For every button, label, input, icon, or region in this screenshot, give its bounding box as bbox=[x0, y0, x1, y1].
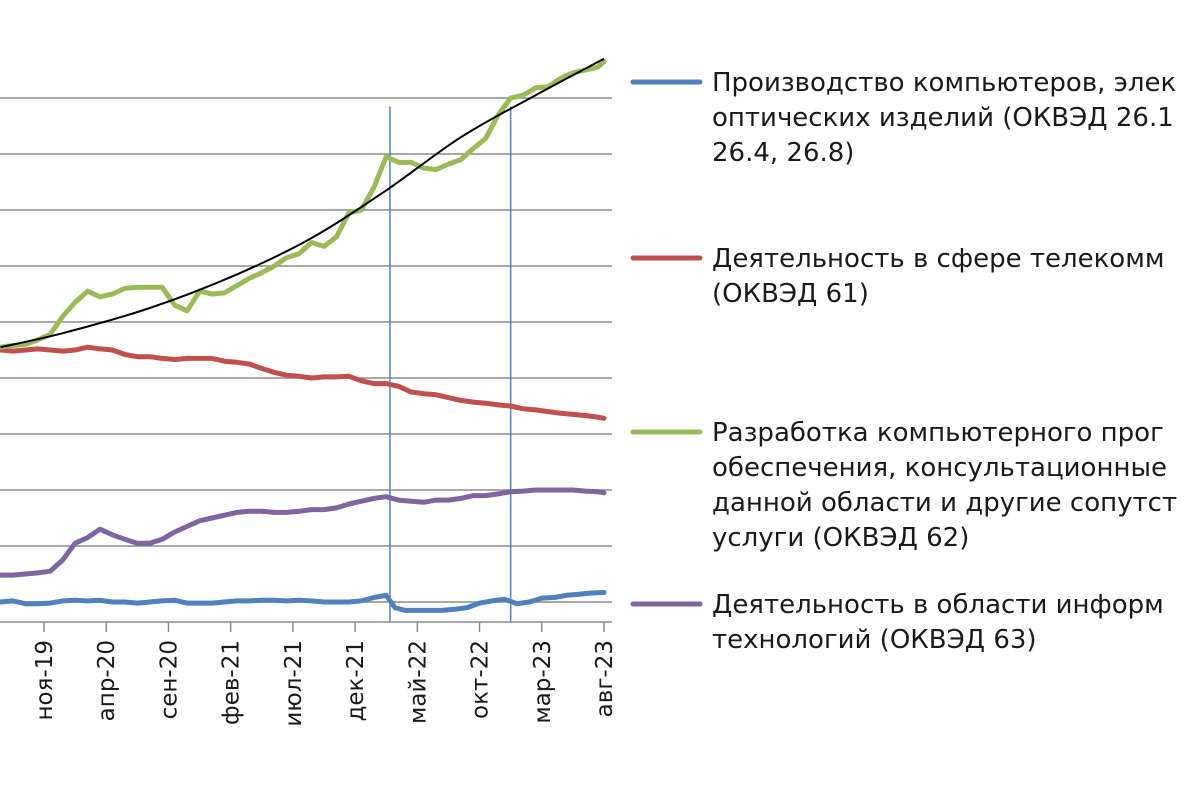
x-tick-labels: ноя-19 апр-20 сен-20 фев-21 июл-21 дек-21 май-… bbox=[32, 640, 618, 727]
x-tick-label: сен-20 bbox=[156, 640, 182, 719]
legend-label-3-line-4: услуги (ОКВЭД 62) bbox=[712, 523, 969, 553]
legend: Производство компьютеров, элек оптических… bbox=[630, 68, 1177, 655]
series-line-2 bbox=[0, 344, 607, 421]
x-tick-label: ноя-19 bbox=[32, 640, 58, 721]
series-line-4 bbox=[0, 487, 607, 578]
legend-label-2-line-2: (ОКВЭД 61) bbox=[712, 279, 869, 309]
legend-label-3-line-1: Разработка компьютерного прог bbox=[712, 418, 1164, 448]
x-tick-label: май-22 bbox=[405, 640, 431, 724]
axes bbox=[0, 621, 612, 632]
series-line-1 bbox=[0, 590, 607, 613]
series-line-3 bbox=[0, 59, 607, 350]
legend-label-3-line-2: обеспечения, консультационные bbox=[712, 453, 1167, 483]
vertical-markers bbox=[389, 106, 512, 622]
legend-label-1-line-2: оптических изделий (ОКВЭД 26.1 bbox=[712, 103, 1174, 133]
x-tick-label: дек-21 bbox=[343, 640, 369, 722]
x-tick-label: окт-22 bbox=[468, 640, 494, 719]
trend-curve bbox=[0, 57, 605, 349]
x-tick-label: июл-21 bbox=[281, 640, 307, 727]
legend-label-1-line-1: Производство компьютеров, элек bbox=[712, 68, 1176, 98]
x-tick-label: апр-20 bbox=[94, 640, 120, 721]
legend-label-4-line-2: технологий (ОКВЭД 63) bbox=[712, 625, 1037, 655]
x-tick-label: авг-23 bbox=[592, 640, 618, 717]
legend-label-2-line-1: Деятельность в сфере телекомм bbox=[712, 244, 1164, 274]
trend-line bbox=[0, 57, 605, 349]
x-tick-label: фев-21 bbox=[219, 640, 245, 725]
legend-label-3-line-3: данной области и другие сопутст bbox=[712, 488, 1177, 518]
legend-label-4-line-1: Деятельность в области информ bbox=[712, 590, 1164, 620]
legend-label-1-line-3: 26.4, 26.8) bbox=[712, 138, 854, 168]
x-tick-label: мар-23 bbox=[530, 640, 556, 724]
series-lines bbox=[0, 59, 607, 613]
